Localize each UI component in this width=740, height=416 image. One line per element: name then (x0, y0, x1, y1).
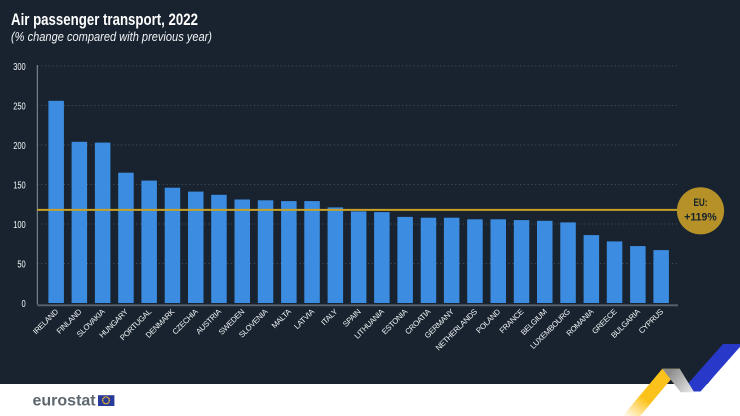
svg-text:100: 100 (13, 220, 26, 231)
svg-text:Air passenger transport, 2022: Air passenger transport, 2022 (11, 11, 198, 29)
svg-text:300: 300 (13, 62, 26, 73)
svg-text:200: 200 (13, 141, 26, 152)
svg-text:eurostat: eurostat (33, 393, 97, 410)
svg-text:+119%: +119% (684, 212, 716, 224)
svg-text:250: 250 (13, 102, 26, 113)
svg-text:0: 0 (22, 299, 27, 310)
svg-text:150: 150 (13, 181, 26, 192)
svg-text:EU:: EU: (694, 197, 708, 209)
svg-text:(% change compared with previo: (% change compared with previous year) (11, 30, 212, 44)
svg-text:50: 50 (17, 260, 26, 271)
